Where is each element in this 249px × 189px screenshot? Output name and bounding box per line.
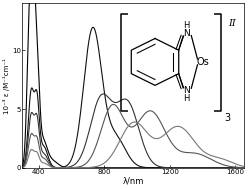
Y-axis label: 10⁻³ ε /M⁻¹cm⁻¹: 10⁻³ ε /M⁻¹cm⁻¹ bbox=[3, 58, 10, 114]
Text: II: II bbox=[228, 19, 236, 28]
Text: 3: 3 bbox=[225, 113, 231, 123]
Text: N: N bbox=[183, 29, 190, 38]
Text: Os: Os bbox=[196, 57, 209, 67]
Text: H: H bbox=[183, 94, 189, 103]
Text: H: H bbox=[183, 21, 189, 30]
Text: N: N bbox=[183, 86, 190, 94]
X-axis label: λ/nm: λ/nm bbox=[122, 177, 144, 186]
